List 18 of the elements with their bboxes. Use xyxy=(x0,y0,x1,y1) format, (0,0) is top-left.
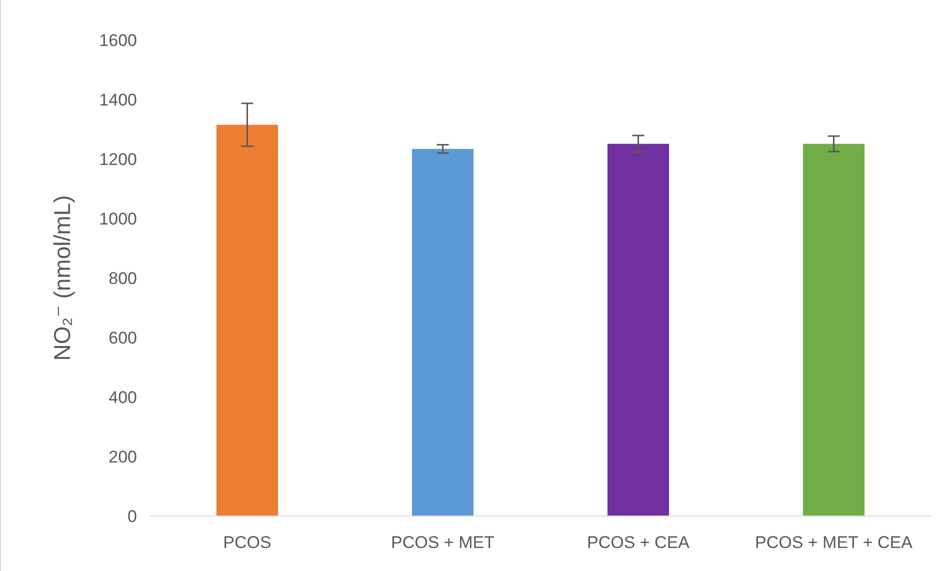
bar xyxy=(802,144,865,516)
y-tick-label: 1400 xyxy=(99,90,137,110)
x-tick-label: PCOS + MET xyxy=(391,533,494,552)
y-tick-label: 800 xyxy=(108,268,137,288)
y-tick-label: 0 xyxy=(128,506,137,526)
y-tick-label: 1200 xyxy=(99,150,137,169)
bar xyxy=(412,148,474,516)
x-tick-label: PCOS + MET + CEA xyxy=(755,533,914,552)
y-tick-label: 200 xyxy=(108,447,137,466)
x-tick-label: PCOS xyxy=(223,533,272,552)
y-tick-label: 1600 xyxy=(99,30,137,50)
y-axis-title: NO₂⁻ (nmol/mL) xyxy=(49,195,75,361)
y-tick-label: 1000 xyxy=(99,209,137,228)
y-tick-label: 400 xyxy=(108,388,137,407)
y-tick-label: 600 xyxy=(108,328,137,348)
x-tick-label: PCOS + CEA xyxy=(586,533,690,552)
bar xyxy=(607,144,670,516)
bar xyxy=(216,124,278,516)
